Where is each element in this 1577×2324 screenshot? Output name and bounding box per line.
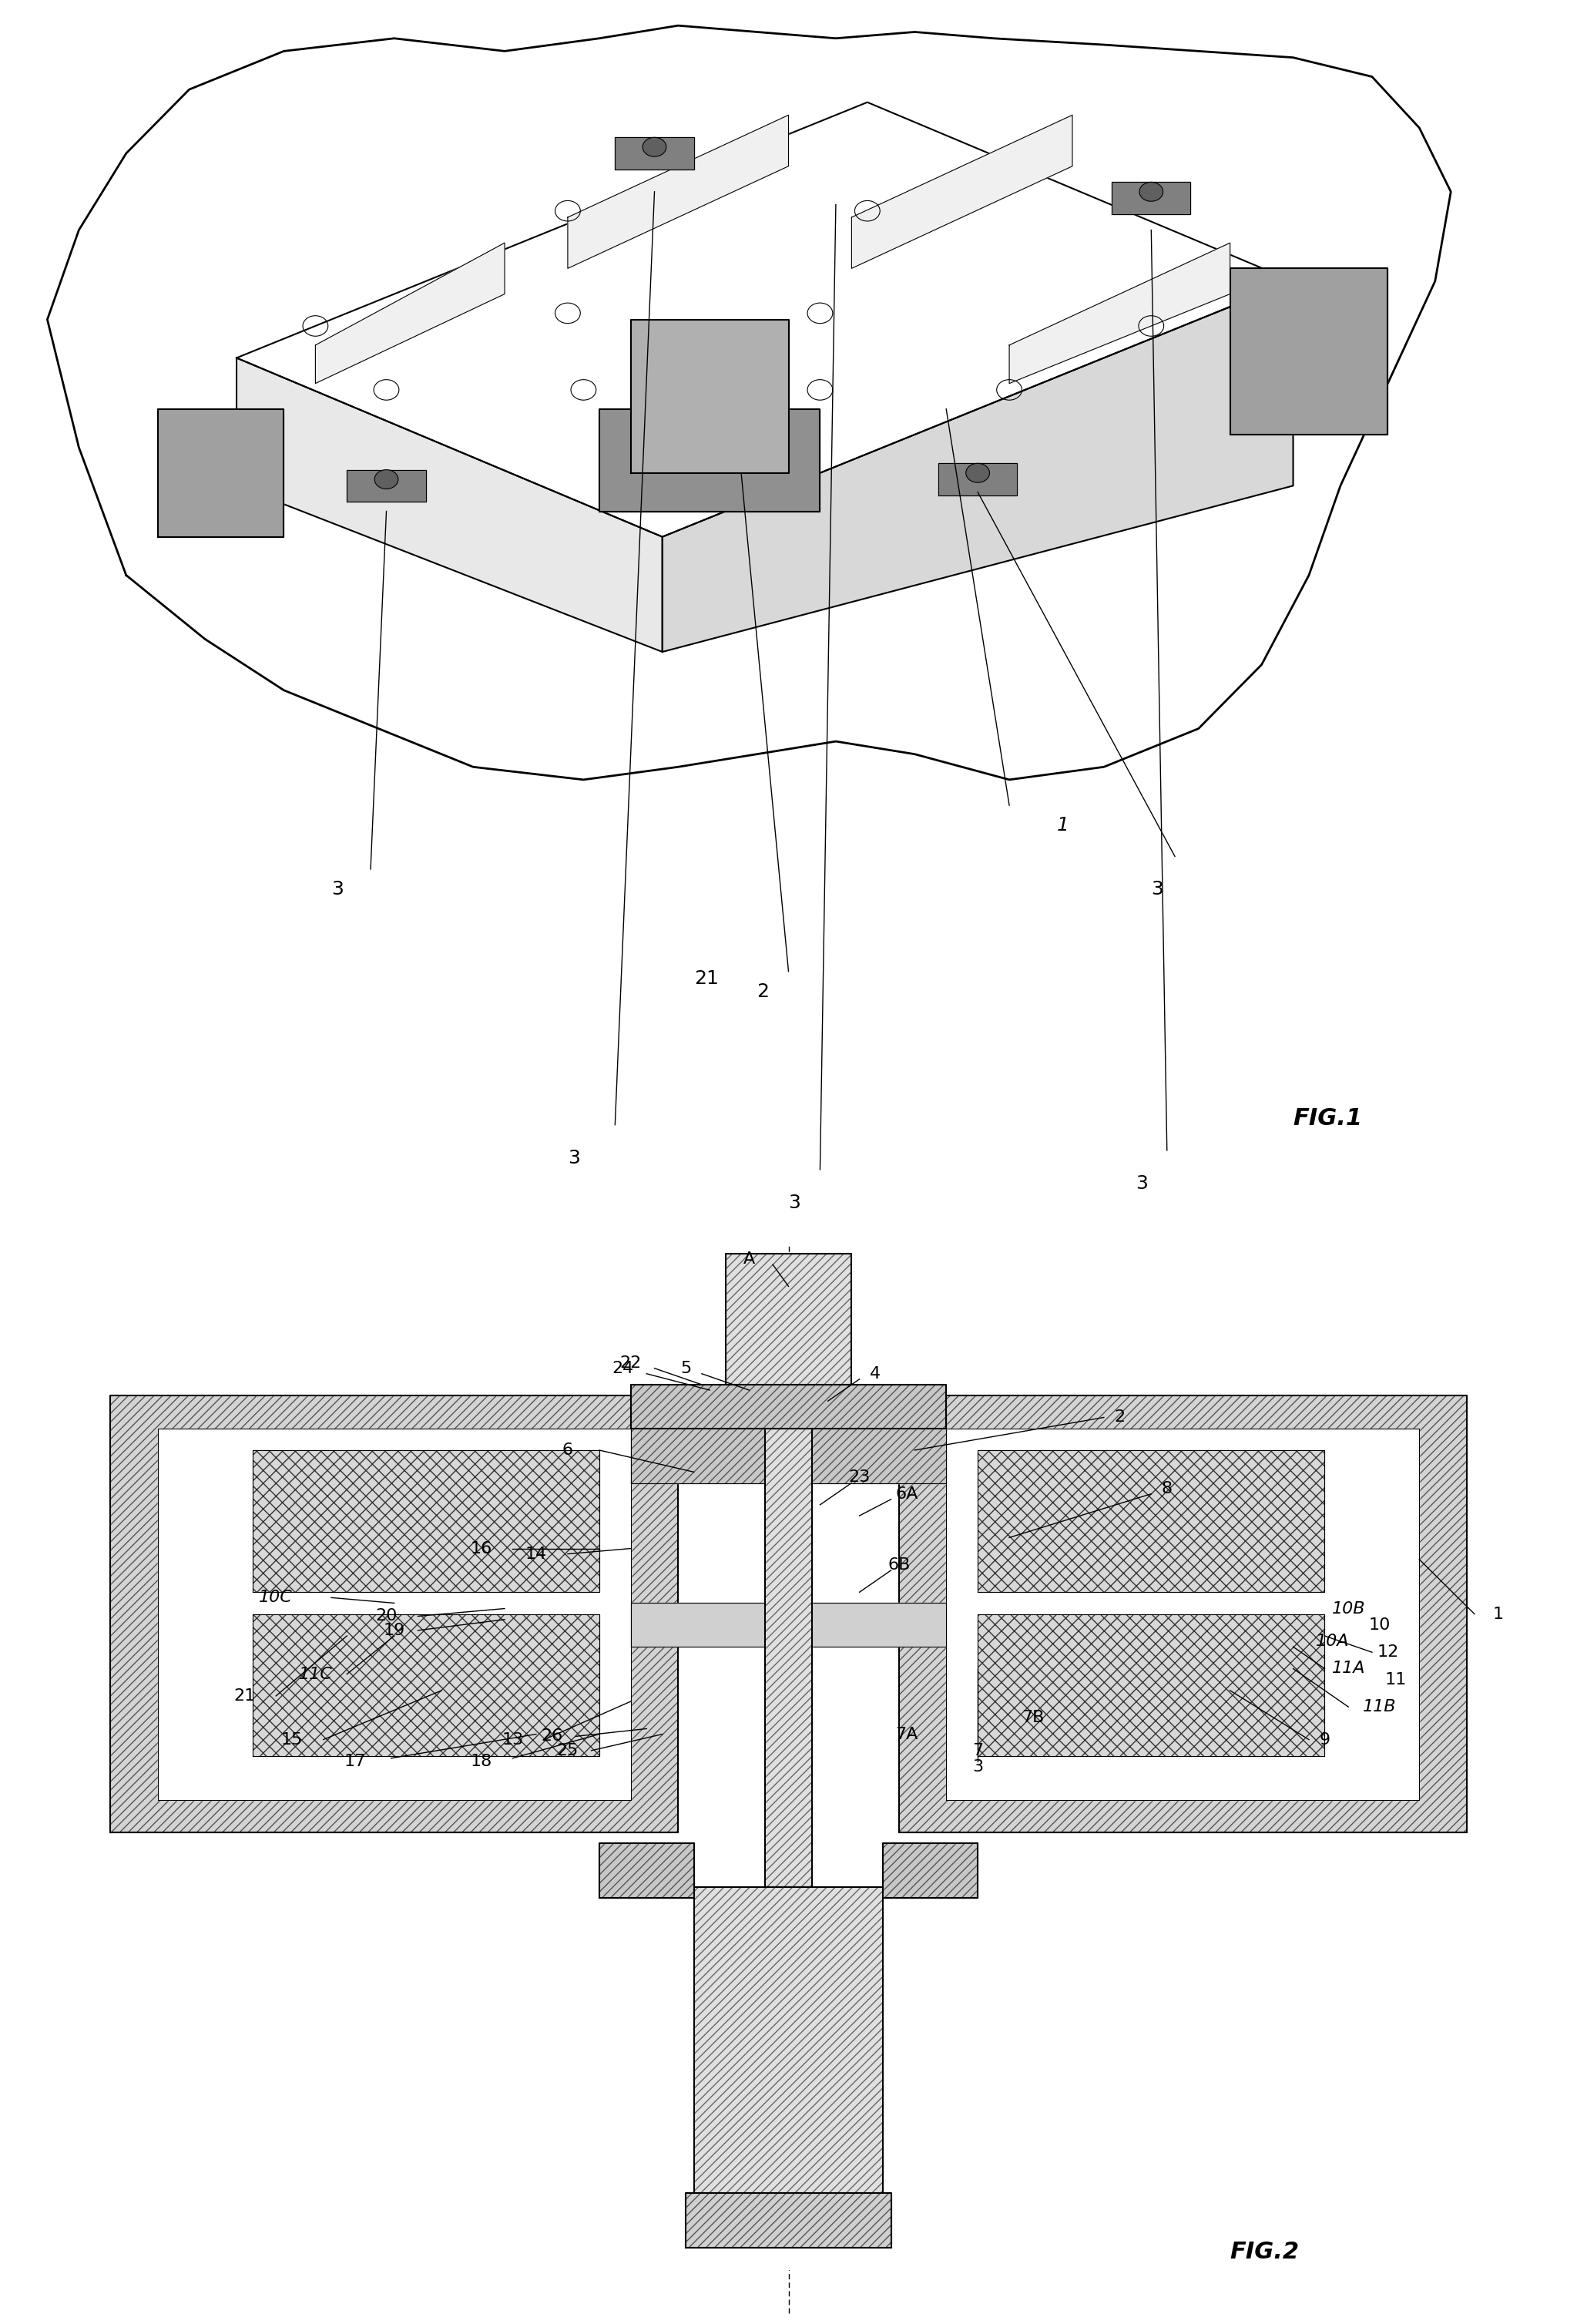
Text: 9: 9: [1320, 1731, 1329, 1748]
Bar: [694, 1887, 883, 2194]
Polygon shape: [852, 114, 1072, 270]
Text: 10: 10: [1369, 1618, 1391, 1634]
Polygon shape: [237, 102, 1293, 537]
Text: 7B: 7B: [1022, 1710, 1044, 1724]
Polygon shape: [631, 1385, 946, 1429]
Text: 21: 21: [233, 1687, 255, 1703]
Text: 11A: 11A: [1331, 1662, 1366, 1676]
Text: 3: 3: [331, 881, 344, 899]
Text: 25: 25: [557, 1743, 579, 1759]
Polygon shape: [1112, 181, 1191, 214]
Text: 10B: 10B: [1331, 1601, 1366, 1615]
Polygon shape: [315, 242, 505, 383]
Circle shape: [965, 462, 990, 483]
Polygon shape: [110, 1394, 678, 1831]
Text: 19: 19: [383, 1622, 405, 1638]
Text: FIG.2: FIG.2: [1230, 2240, 1299, 2264]
Bar: [252, 1450, 599, 1592]
Polygon shape: [631, 1418, 765, 1483]
Polygon shape: [631, 1385, 946, 1429]
Text: 21: 21: [694, 969, 719, 988]
Polygon shape: [1009, 242, 1230, 383]
Bar: [978, 1450, 1325, 1592]
Polygon shape: [158, 409, 284, 537]
Text: 10C: 10C: [259, 1590, 293, 1606]
Text: 23: 23: [848, 1469, 871, 1485]
Polygon shape: [978, 1613, 1325, 1757]
Text: 6B: 6B: [888, 1557, 910, 1573]
Text: 6A: 6A: [896, 1485, 918, 1501]
Polygon shape: [599, 1843, 978, 1899]
Polygon shape: [812, 1418, 946, 1483]
Text: 16: 16: [470, 1541, 492, 1557]
Bar: [252, 1613, 599, 1757]
Text: 3: 3: [973, 1759, 982, 1776]
Text: 11: 11: [1385, 1671, 1407, 1687]
Text: 3: 3: [1135, 1174, 1148, 1192]
Polygon shape: [615, 137, 694, 170]
Bar: [978, 1613, 1325, 1757]
Polygon shape: [694, 1887, 883, 2215]
Text: 17: 17: [344, 1755, 366, 1769]
Polygon shape: [237, 358, 662, 651]
Polygon shape: [599, 409, 820, 511]
Bar: [765, 1394, 812, 2215]
Text: 1: 1: [1493, 1606, 1503, 1622]
Polygon shape: [599, 1843, 978, 1899]
Polygon shape: [725, 1253, 852, 1394]
Text: A: A: [743, 1250, 755, 1267]
Polygon shape: [158, 1429, 631, 1799]
Polygon shape: [978, 1450, 1325, 1592]
Text: 4: 4: [871, 1367, 880, 1380]
Polygon shape: [662, 281, 1293, 651]
Polygon shape: [568, 114, 788, 270]
Text: 10A: 10A: [1315, 1634, 1350, 1650]
Polygon shape: [899, 1394, 1467, 1831]
Text: 3: 3: [568, 1148, 580, 1167]
Circle shape: [1139, 181, 1162, 202]
Polygon shape: [686, 2194, 891, 2247]
Text: 12: 12: [1377, 1645, 1399, 1659]
Polygon shape: [631, 1604, 765, 1648]
Polygon shape: [631, 318, 788, 474]
Text: 3: 3: [788, 1192, 801, 1211]
Text: 7: 7: [973, 1743, 982, 1759]
Text: 13: 13: [501, 1731, 524, 1748]
Bar: [725, 1253, 852, 1394]
Polygon shape: [899, 1394, 1467, 1831]
Polygon shape: [110, 1394, 678, 1831]
Text: 6: 6: [563, 1443, 572, 1457]
Polygon shape: [1230, 270, 1388, 435]
Polygon shape: [938, 462, 1017, 495]
Polygon shape: [347, 469, 426, 502]
Polygon shape: [686, 2194, 891, 2247]
Circle shape: [643, 137, 665, 156]
Text: 5: 5: [681, 1360, 691, 1376]
Text: 1: 1: [1057, 816, 1069, 834]
Circle shape: [374, 469, 397, 488]
Polygon shape: [812, 1418, 946, 1483]
Polygon shape: [812, 1604, 946, 1648]
Text: 2: 2: [757, 983, 770, 1002]
Text: 14: 14: [525, 1545, 547, 1562]
Text: 22: 22: [620, 1355, 642, 1371]
Text: 11C: 11C: [298, 1666, 333, 1683]
Polygon shape: [946, 1429, 1419, 1799]
Text: 11B: 11B: [1363, 1699, 1397, 1715]
Text: FIG.1: FIG.1: [1293, 1106, 1363, 1129]
Text: 7A: 7A: [896, 1727, 918, 1743]
Polygon shape: [252, 1613, 599, 1757]
Polygon shape: [765, 1287, 812, 2268]
Text: 18: 18: [470, 1755, 492, 1769]
Text: 2: 2: [1115, 1411, 1124, 1425]
Text: 8: 8: [1162, 1480, 1172, 1497]
Text: 24: 24: [612, 1360, 634, 1376]
Polygon shape: [631, 1418, 765, 1483]
Text: 3: 3: [1151, 881, 1164, 899]
Text: 20: 20: [375, 1608, 397, 1624]
Text: 15: 15: [281, 1731, 303, 1748]
Text: 26: 26: [541, 1729, 563, 1743]
Polygon shape: [252, 1450, 599, 1592]
